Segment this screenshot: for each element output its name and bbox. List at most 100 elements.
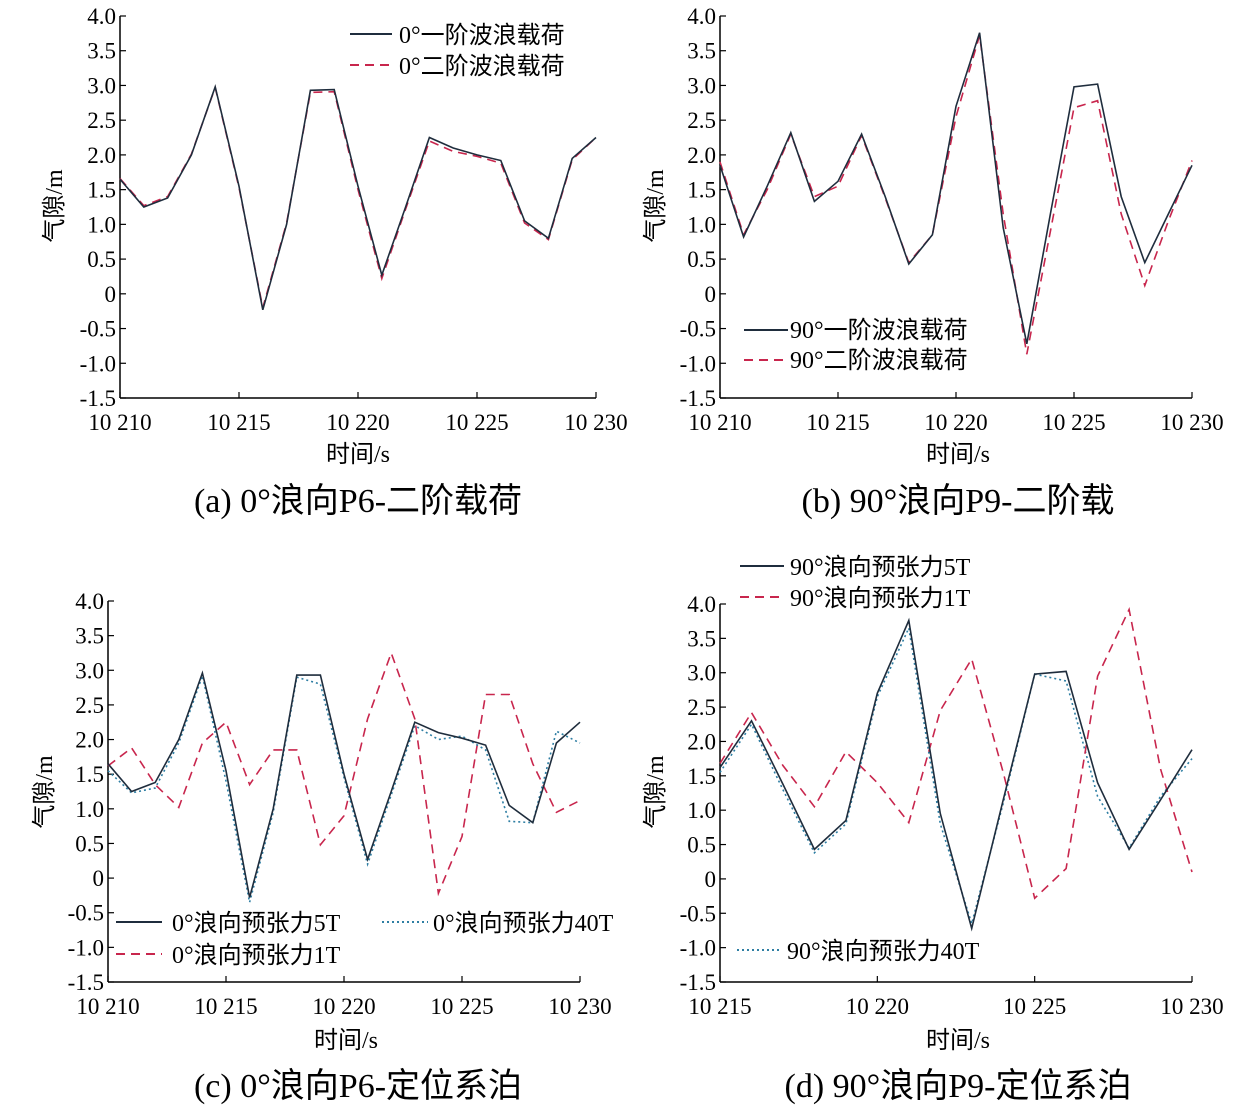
y-tick-label: 0.5 — [687, 833, 716, 858]
series-line — [107, 650, 581, 897]
y-tick-label: 1.0 — [687, 798, 716, 823]
panel-a-xlabel: 时间/s — [326, 441, 390, 468]
series-line — [119, 84, 597, 308]
x-tick-label: 10 215 — [688, 994, 751, 1019]
panel-d-plot: -1.5 -1.0 -0.5 0 0.5 1.0 1.5 2.0 2.5 3.0 3.5 4.0 10 … — [680, 592, 1224, 1019]
legend-text: 0°浪向预张力5T — [172, 910, 341, 937]
series-line — [719, 32, 1193, 344]
y-tick-label: 1.0 — [75, 797, 104, 822]
panel-b-plot: -1.5 -1.0 -0.5 0 0.5 1.0 1.5 2.0 2.5 3.0 3.5 4.0 10 … — [680, 4, 1224, 435]
panel-c-caption: (c) 0°浪向P6-定位系泊 — [194, 1067, 522, 1105]
y-tick-label: -1.0 — [680, 936, 716, 961]
panel-c-ylabel: 气隙/m — [31, 755, 58, 829]
y-tick-label: -1.5 — [680, 386, 716, 411]
series-line — [719, 617, 1193, 932]
panel-a-legend: 0°一阶波浪载荷 0°二阶波浪载荷 — [350, 22, 565, 80]
panel-d: -1.5 -1.0 -0.5 0 0.5 1.0 1.5 2.0 2.5 3.0 3.5 4.0 10 … — [642, 554, 1224, 1105]
y-tick-label: 1.5 — [687, 178, 716, 203]
y-tick-label: -0.5 — [680, 317, 716, 342]
y-tick-label: 2.5 — [75, 693, 104, 718]
x-tick-label: 10 215 — [207, 410, 270, 435]
x-tick-label: 10 230 — [1160, 410, 1223, 435]
x-tick-label: 10 230 — [1160, 994, 1223, 1019]
y-tick-label: -0.5 — [80, 317, 116, 342]
y-tick-label: 0 — [93, 866, 105, 891]
y-tick-label: 0 — [705, 867, 717, 892]
panel-c-legend: 0°浪向预张力5T 0°浪向预张力40T 0°浪向预张力1T — [116, 910, 614, 969]
y-tick-label: 0 — [105, 282, 117, 307]
panel-c-xlabel: 时间/s — [314, 1027, 378, 1054]
x-tick-label: 10 220 — [846, 994, 909, 1019]
x-tick-label: 10 225 — [445, 410, 508, 435]
panel-c-plot: -1.5 -1.0 -0.5 0 0.5 1.0 1.5 2.0 2.5 3.0 3.5 4.0 10 … — [68, 589, 612, 1019]
y-tick-label: 0.5 — [87, 247, 116, 272]
y-tick-label: 2.5 — [687, 108, 716, 133]
panel-a-plot: -1.5 -1.0 -0.5 0 0.5 1.0 1.5 2.0 2.5 3.0 3.5 4.0 10 … — [80, 4, 628, 435]
x-tick-label: 10 215 — [194, 994, 257, 1019]
panel-c: -1.5 -1.0 -0.5 0 0.5 1.0 1.5 2.0 2.5 3.0 3.5 4.0 10 … — [31, 589, 614, 1105]
y-tick-label: 2.5 — [87, 108, 116, 133]
y-tick-label: 1.0 — [87, 212, 116, 237]
y-tick-label: 3.5 — [687, 39, 716, 64]
legend-text: 90°浪向预张力1T — [790, 585, 971, 612]
x-tick-label: 10 230 — [548, 994, 611, 1019]
y-tick-label: 4.0 — [75, 589, 104, 614]
y-tick-label: 4.0 — [87, 4, 116, 29]
legend-text: 0°浪向预张力1T — [172, 942, 341, 969]
x-tick-label: 10 225 — [1003, 994, 1066, 1019]
x-tick-label: 10 220 — [312, 994, 375, 1019]
y-tick-label: 4.0 — [687, 4, 716, 29]
y-tick-label: 3.0 — [87, 73, 116, 98]
panel-b: -1.5 -1.0 -0.5 0 0.5 1.0 1.5 2.0 2.5 3.0 3.5 4.0 10 … — [642, 4, 1224, 520]
y-tick-label: 1.5 — [75, 762, 104, 787]
x-tick-label: 10 220 — [326, 410, 389, 435]
y-tick-label: 0.5 — [687, 247, 716, 272]
x-tick-label: 10 210 — [88, 410, 151, 435]
y-tick-label: 2.0 — [75, 728, 104, 753]
panel-b-xlabel: 时间/s — [926, 441, 990, 468]
y-tick-label: 3.0 — [687, 661, 716, 686]
panel-d-ylabel: 气隙/m — [642, 755, 669, 829]
legend-text: 90°二阶波浪载荷 — [790, 347, 968, 374]
x-tick-label: 10 230 — [564, 410, 627, 435]
legend-text: 90°一阶波浪载荷 — [790, 317, 968, 344]
legend-text: 90°浪向预张力5T — [790, 554, 971, 581]
y-tick-label: 3.5 — [687, 626, 716, 651]
x-tick-label: 10 215 — [806, 410, 869, 435]
panel-d-xlabel: 时间/s — [926, 1027, 990, 1054]
y-tick-label: 2.5 — [687, 695, 716, 720]
y-tick-label: 3.5 — [75, 624, 104, 649]
series-line — [719, 625, 1193, 927]
y-tick-label: 1.5 — [687, 764, 716, 789]
y-tick-label: 0 — [705, 282, 717, 307]
y-tick-label: -1.5 — [680, 970, 716, 995]
panel-b-legend: 90°一阶波浪载荷 90°二阶波浪载荷 — [744, 317, 968, 374]
legend-text: 0°浪向预张力40T — [433, 910, 614, 937]
panel-a-caption: (a) 0°浪向P6-二阶载荷 — [194, 482, 522, 520]
y-tick-label: 3.0 — [75, 658, 104, 683]
x-tick-label: 10 225 — [1042, 410, 1105, 435]
y-tick-label: 4.0 — [687, 592, 716, 617]
series-line — [107, 672, 581, 903]
y-tick-label: -0.5 — [68, 901, 104, 926]
y-tick-label: -1.0 — [80, 351, 116, 376]
legend-text: 90°浪向预张力40T — [787, 938, 980, 965]
y-tick-label: -1.5 — [80, 386, 116, 411]
panel-a: -1.5 -1.0 -0.5 0 0.5 1.0 1.5 2.0 2.5 3.0 3.5 4.0 10 … — [41, 4, 628, 520]
y-tick-label: 1.5 — [87, 178, 116, 203]
series-line — [719, 606, 1193, 900]
panel-b-ylabel: 气隙/m — [642, 169, 669, 243]
y-tick-label: -1.5 — [68, 970, 104, 995]
y-tick-label: 3.5 — [87, 39, 116, 64]
y-tick-label: 0.5 — [75, 831, 104, 856]
panel-d-legend: 90°浪向预张力5T 90°浪向预张力1T 90°浪向预张力40T — [737, 554, 980, 965]
legend-text: 0°二阶波浪载荷 — [399, 53, 565, 80]
y-tick-label: -1.0 — [68, 935, 104, 960]
y-tick-label: 2.0 — [687, 729, 716, 754]
y-tick-label: 3.0 — [687, 73, 716, 98]
legend-text: 0°一阶波浪载荷 — [399, 22, 565, 49]
x-tick-label: 10 210 — [688, 410, 751, 435]
series-line — [107, 670, 581, 898]
y-tick-label: -1.0 — [680, 351, 716, 376]
